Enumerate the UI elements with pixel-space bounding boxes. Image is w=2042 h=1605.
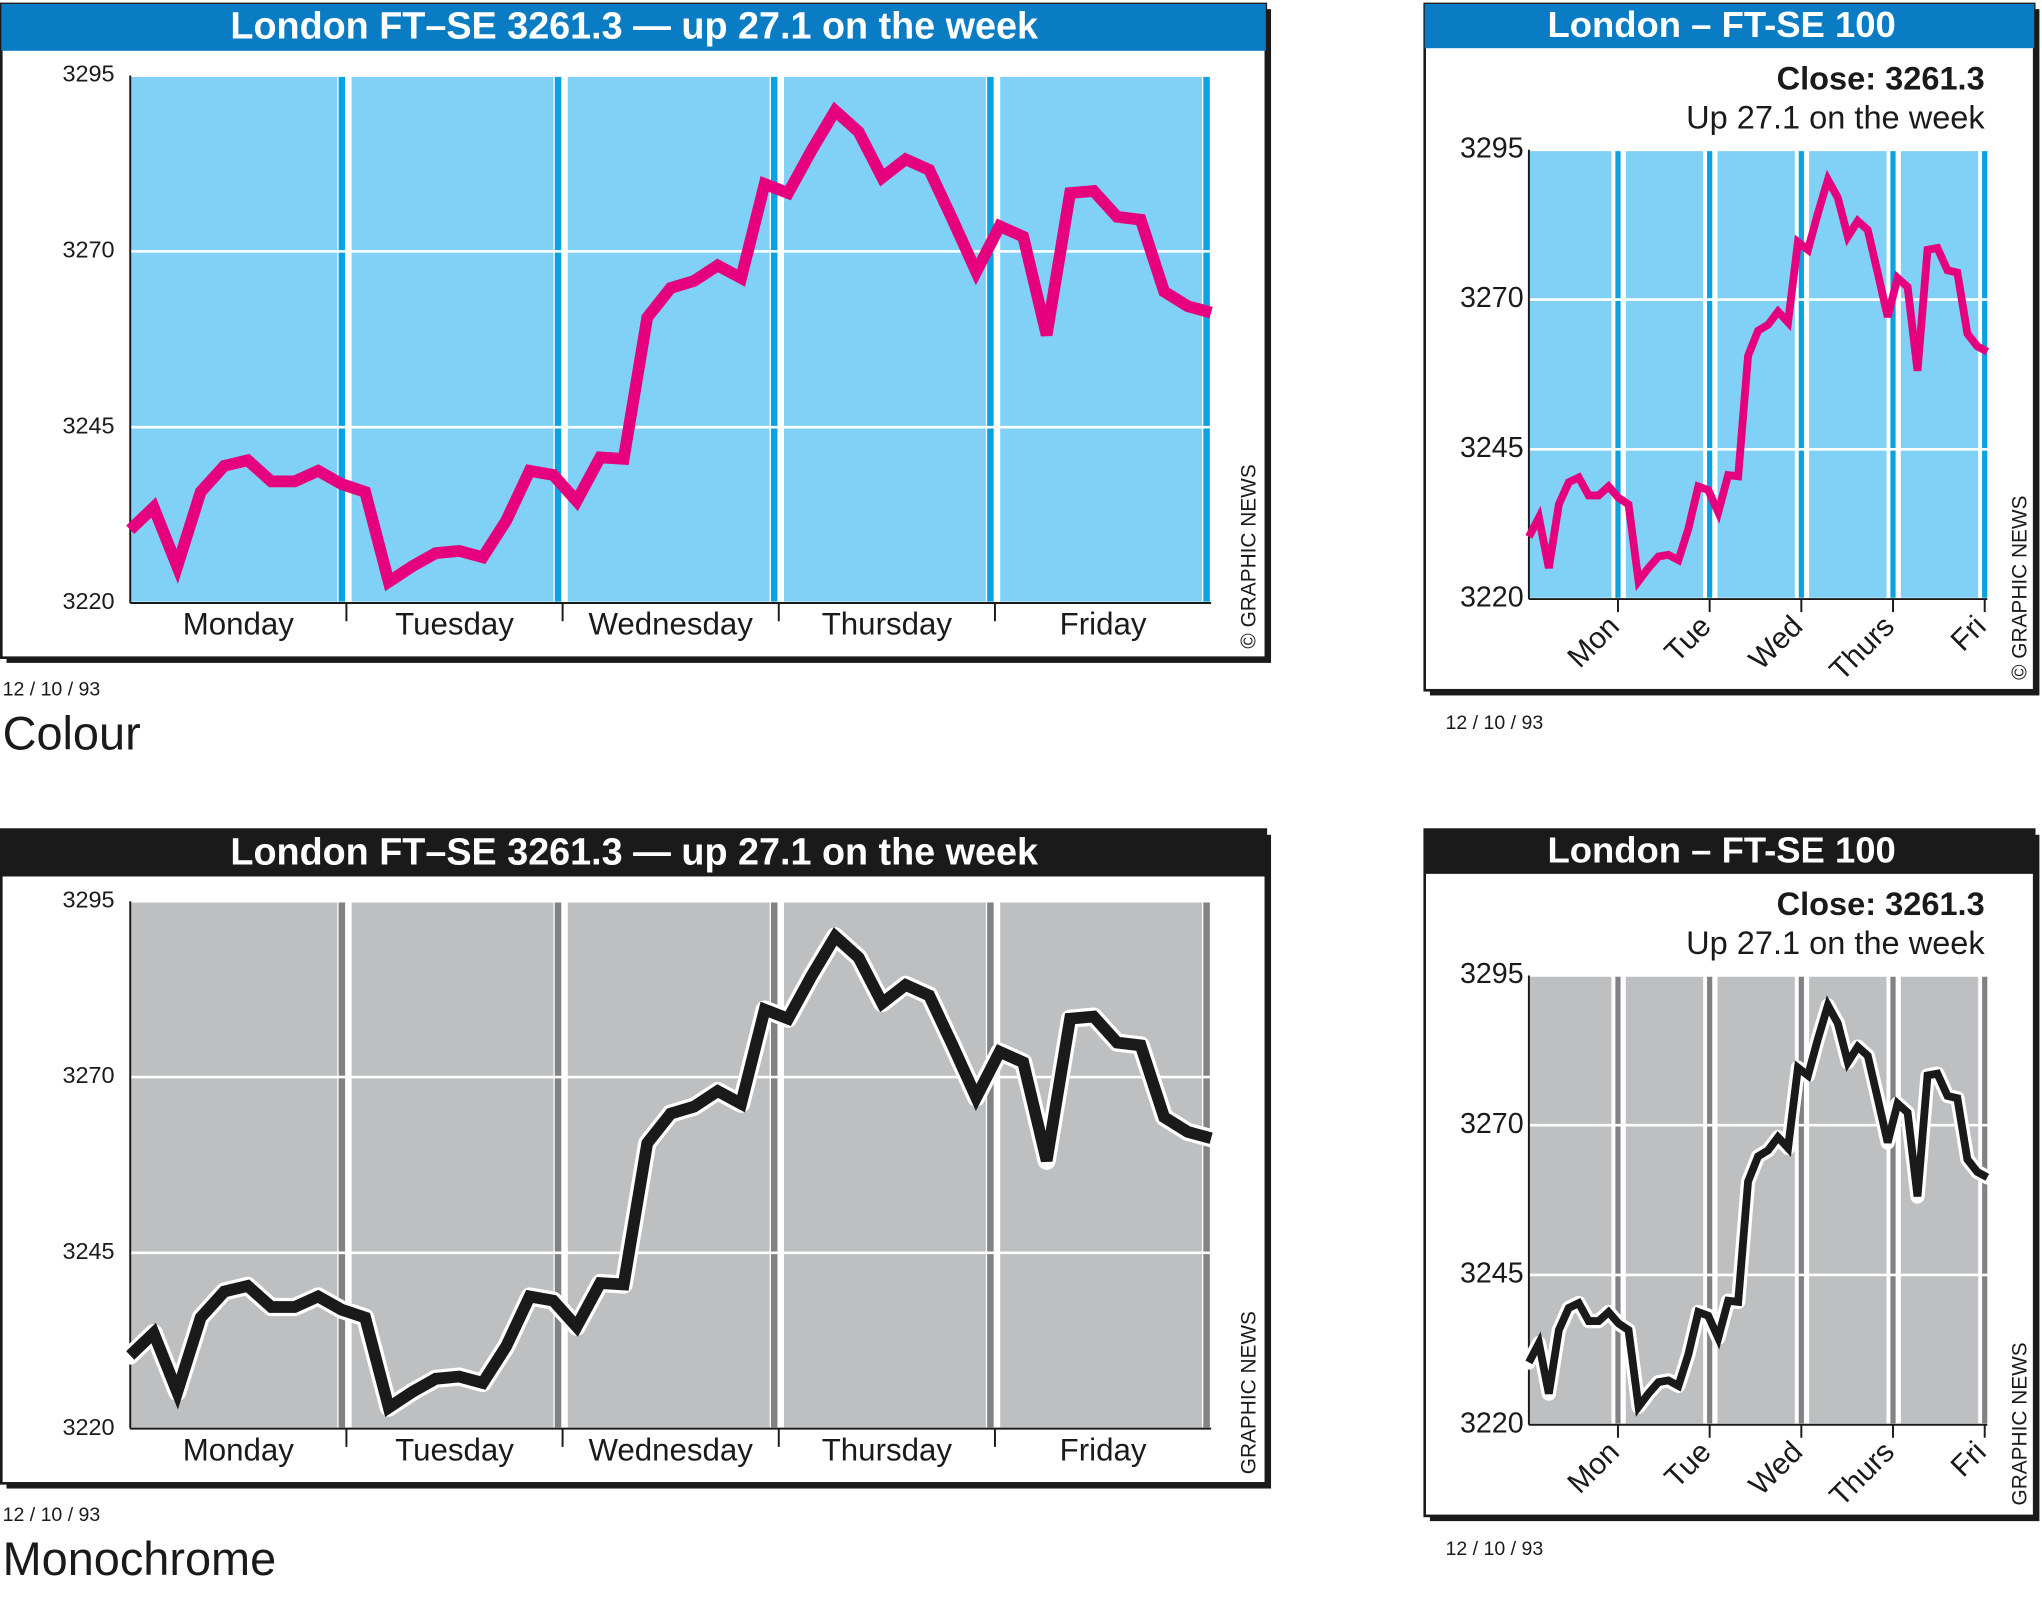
y-tick-label: 3220	[62, 588, 114, 614]
day-stripe	[1203, 75, 1210, 603]
date: 12 / 10 / 93	[1446, 1538, 1544, 1560]
date: 12 / 10 / 93	[3, 1504, 101, 1526]
y-tick-label: 3295	[1460, 132, 1524, 164]
date: 12 / 10 / 93	[3, 678, 101, 700]
title-bar	[1, 3, 1266, 51]
y-tick-label: 3245	[1460, 432, 1524, 464]
y-tick-label: 3220	[1460, 582, 1524, 614]
index-line	[126, 927, 1213, 1417]
chart-title: London FT–SE 3261.3 — up 27.1 on the wee…	[230, 6, 1039, 48]
day-stripe	[554, 901, 562, 1429]
day-stripe	[987, 901, 994, 1429]
day-stripe	[1707, 149, 1713, 600]
y-tick-label: 3245	[62, 412, 114, 438]
day-band	[567, 901, 770, 1429]
day-stripe	[1615, 975, 1621, 1425]
section-caption: Colour	[3, 708, 141, 760]
chart-title: London FT–SE 3261.3 — up 27.1 on the wee…	[230, 831, 1039, 873]
subtitle: Up 27.1 on the week	[1686, 925, 1985, 961]
day-stripe	[1982, 149, 1988, 600]
day-band	[1000, 75, 1203, 603]
y-tick-label: 3220	[62, 1414, 114, 1440]
day-stripe	[1798, 975, 1804, 1425]
y-tick-label: 3270	[62, 237, 114, 263]
index-line	[1525, 995, 1990, 1417]
x-tick-label: Tuesday	[395, 1432, 514, 1467]
chart-title: London – FT-SE 100	[1547, 830, 1895, 871]
y-tick-label: 3295	[62, 886, 114, 912]
date: 12 / 10 / 93	[1446, 712, 1544, 734]
day-stripe	[554, 75, 562, 603]
y-tick-label: 3295	[1460, 958, 1524, 990]
day-stripe	[338, 901, 346, 1429]
day-stripe	[1615, 149, 1621, 600]
day-band	[1900, 149, 1979, 600]
y-tick-label: 3270	[62, 1062, 114, 1088]
day-stripe	[770, 901, 778, 1429]
x-tick-label: Monday	[183, 1432, 295, 1467]
y-tick-label: 3245	[62, 1238, 114, 1264]
section-caption: Monochrome	[3, 1533, 277, 1585]
subtitle: Close: 3261.3	[1777, 886, 1985, 922]
day-stripe	[987, 75, 994, 603]
day-stripe	[338, 75, 346, 603]
day-stripe	[1890, 975, 1896, 1425]
y-tick-label: 3220	[1460, 1407, 1524, 1439]
credit: GRAPHIC NEWS	[1238, 1311, 1261, 1474]
day-band	[1717, 149, 1795, 600]
chart-title: London – FT-SE 100	[1547, 4, 1895, 45]
day-stripe	[1890, 149, 1896, 600]
x-tick-label: Thursday	[822, 1432, 953, 1467]
day-band	[1000, 901, 1203, 1429]
y-tick-label: 3295	[62, 61, 114, 87]
day-stripe	[1707, 975, 1713, 1425]
day-band	[130, 75, 338, 603]
y-tick-label: 3245	[1460, 1258, 1524, 1290]
title-bar	[1, 829, 1266, 877]
x-tick-label: Friday	[1060, 1432, 1147, 1467]
day-stripe	[1203, 901, 1210, 1429]
day-band	[351, 901, 554, 1429]
day-band	[1717, 975, 1795, 1425]
title-bar	[1424, 829, 2035, 874]
day-stripe	[770, 75, 778, 603]
x-tick-label: Thursday	[822, 607, 953, 642]
title-bar	[1424, 3, 2035, 49]
subtitle: Up 27.1 on the week	[1686, 99, 1985, 135]
index-line	[1525, 169, 1990, 592]
y-tick-label: 3270	[1460, 1108, 1524, 1140]
x-tick-label: Wednesday	[588, 1432, 753, 1467]
credit: GRAPHIC NEWS	[2009, 1342, 2032, 1505]
credit: © GRAPHIC NEWS	[1238, 464, 1261, 648]
day-band	[351, 75, 554, 603]
x-tick-label: Wednesday	[588, 607, 753, 642]
subtitle: Close: 3261.3	[1777, 60, 1985, 96]
y-tick-label: 3270	[1460, 282, 1524, 314]
x-tick-label: Monday	[183, 607, 295, 642]
day-stripe	[1982, 975, 1988, 1425]
day-band	[783, 75, 986, 603]
day-stripe	[1798, 149, 1804, 600]
credit: © GRAPHIC NEWS	[2009, 496, 2032, 680]
x-tick-label: Friday	[1060, 607, 1147, 642]
index-line	[126, 101, 1213, 592]
x-tick-label: Tuesday	[395, 607, 514, 642]
day-band	[567, 75, 770, 603]
